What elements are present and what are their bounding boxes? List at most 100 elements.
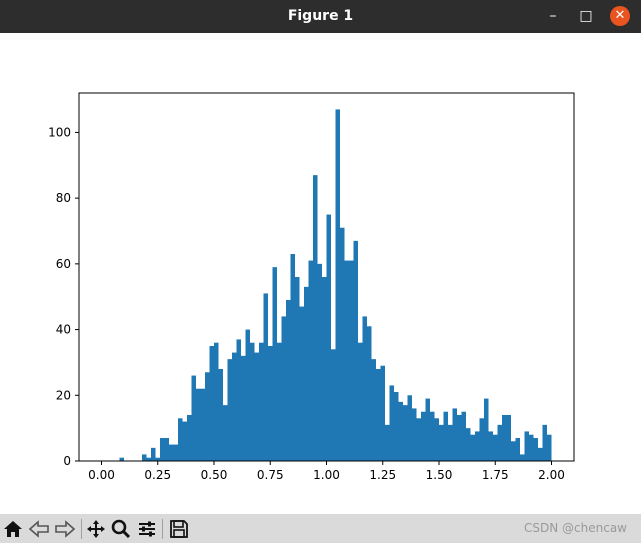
configure-subplots-icon[interactable] (137, 519, 157, 539)
histogram-bar (340, 227, 345, 461)
histogram-bar (119, 457, 124, 461)
y-tick-label: 100 (48, 125, 71, 139)
histogram-bar (520, 454, 525, 461)
histogram-bar (218, 369, 223, 461)
histogram-bar (155, 457, 160, 461)
plot-frame (78, 92, 575, 462)
histogram-bar (389, 385, 394, 461)
histogram-bar (196, 388, 201, 461)
histogram-bar (452, 408, 457, 461)
histogram-bar (191, 375, 196, 461)
y-tick-label: 40 (56, 323, 71, 337)
histogram-bar (479, 418, 484, 461)
matplotlib-toolbar: CSDN @chencaw (0, 514, 641, 543)
y-tick-label: 0 (63, 454, 71, 468)
close-button[interactable]: ✕ (610, 6, 630, 26)
histogram-bar (236, 339, 241, 461)
histogram-bar (200, 388, 205, 461)
histogram-bar (290, 254, 295, 461)
window-titlebar: Figure 1 – □ ✕ (0, 0, 641, 33)
histogram-bar (344, 260, 349, 461)
histogram-bar (412, 408, 417, 461)
histogram-bar (367, 326, 372, 461)
histogram-bar (254, 352, 259, 461)
histogram-bar (403, 405, 408, 461)
histogram-bar (475, 431, 480, 461)
x-tick-label: 0.75 (257, 468, 284, 482)
histogram-bar (245, 329, 250, 461)
histogram-bar (430, 411, 435, 461)
histogram-bar (511, 441, 516, 461)
histogram-bar (223, 405, 228, 461)
histogram-bar (376, 369, 381, 461)
histogram-bar (497, 424, 502, 461)
histogram-bar (295, 277, 300, 461)
histogram-bar (434, 418, 439, 461)
histogram-bar (394, 392, 399, 461)
histogram-bar (142, 454, 147, 461)
histogram-bar (371, 359, 376, 461)
histogram-bar (515, 438, 520, 461)
x-tick-label: 2.00 (538, 468, 565, 482)
histogram-bar (502, 415, 507, 461)
histogram-bar (277, 342, 282, 461)
axis-ticks: 0.00 0.25 0.50 0.75 1.00 1.25 1.50 1.75 2.00 0 20 4… (48, 125, 565, 482)
y-tick-label: 80 (56, 191, 71, 205)
histogram-bar (533, 438, 538, 461)
histogram-bar (317, 263, 322, 461)
histogram-bar (241, 355, 246, 461)
histogram-bar (164, 438, 169, 461)
histogram-bar (227, 359, 232, 461)
forward-arrow-icon[interactable] (55, 519, 75, 539)
histogram-bar (232, 352, 237, 461)
toolbar-separator (162, 519, 163, 539)
histogram-bar (286, 300, 291, 461)
histogram-bar (547, 434, 552, 461)
histogram-bar (151, 447, 156, 461)
y-tick-label: 20 (56, 388, 71, 402)
zoom-icon[interactable] (111, 519, 131, 539)
histogram-bar (416, 418, 421, 461)
x-tick-label: 1.25 (369, 468, 396, 482)
histogram-bar (173, 444, 178, 461)
histogram-bar (326, 214, 331, 461)
histogram-bar (421, 411, 426, 461)
histogram-bar (542, 424, 547, 461)
pan-icon[interactable] (86, 519, 106, 539)
watermark-text: CSDN @chencaw (524, 521, 627, 535)
histogram-bar (349, 260, 354, 461)
histogram-bar (182, 421, 187, 461)
x-tick-label: 1.00 (313, 468, 340, 482)
histogram-bar (470, 434, 475, 461)
histogram-bar (506, 415, 511, 461)
histogram-bar (538, 447, 543, 461)
x-tick-label: 0.50 (201, 468, 228, 482)
histogram-bar (524, 431, 529, 461)
histogram-bar (322, 277, 327, 461)
histogram-bar (259, 342, 264, 461)
histogram-bar (358, 342, 363, 461)
save-icon[interactable] (169, 519, 189, 539)
minimize-button[interactable]: – (549, 8, 557, 24)
histogram-bar (268, 346, 273, 461)
histogram-bar (380, 365, 385, 461)
histogram-bar (466, 428, 471, 461)
histogram-bar (443, 411, 448, 461)
histogram-bar (493, 434, 498, 461)
home-icon[interactable] (3, 519, 23, 539)
histogram-bar (299, 306, 304, 461)
histogram-bar (457, 415, 462, 461)
x-tick-label: 0.25 (144, 468, 171, 482)
histogram-bar (362, 316, 367, 461)
histogram-bar (169, 444, 174, 461)
y-tick-label: 60 (56, 257, 71, 271)
maximize-button[interactable]: □ (579, 8, 593, 24)
back-arrow-icon[interactable] (29, 519, 49, 539)
histogram-bar (488, 431, 493, 461)
histogram-bar (529, 434, 534, 461)
histogram-bar (425, 398, 430, 461)
toolbar-separator (81, 519, 82, 539)
histogram-bar (335, 109, 340, 461)
histogram-chart: 0.00 0.25 0.50 0.75 1.00 1.25 1.50 1.75 2.00 0 20 4… (48, 92, 575, 482)
x-tick-label: 1.50 (426, 468, 453, 482)
